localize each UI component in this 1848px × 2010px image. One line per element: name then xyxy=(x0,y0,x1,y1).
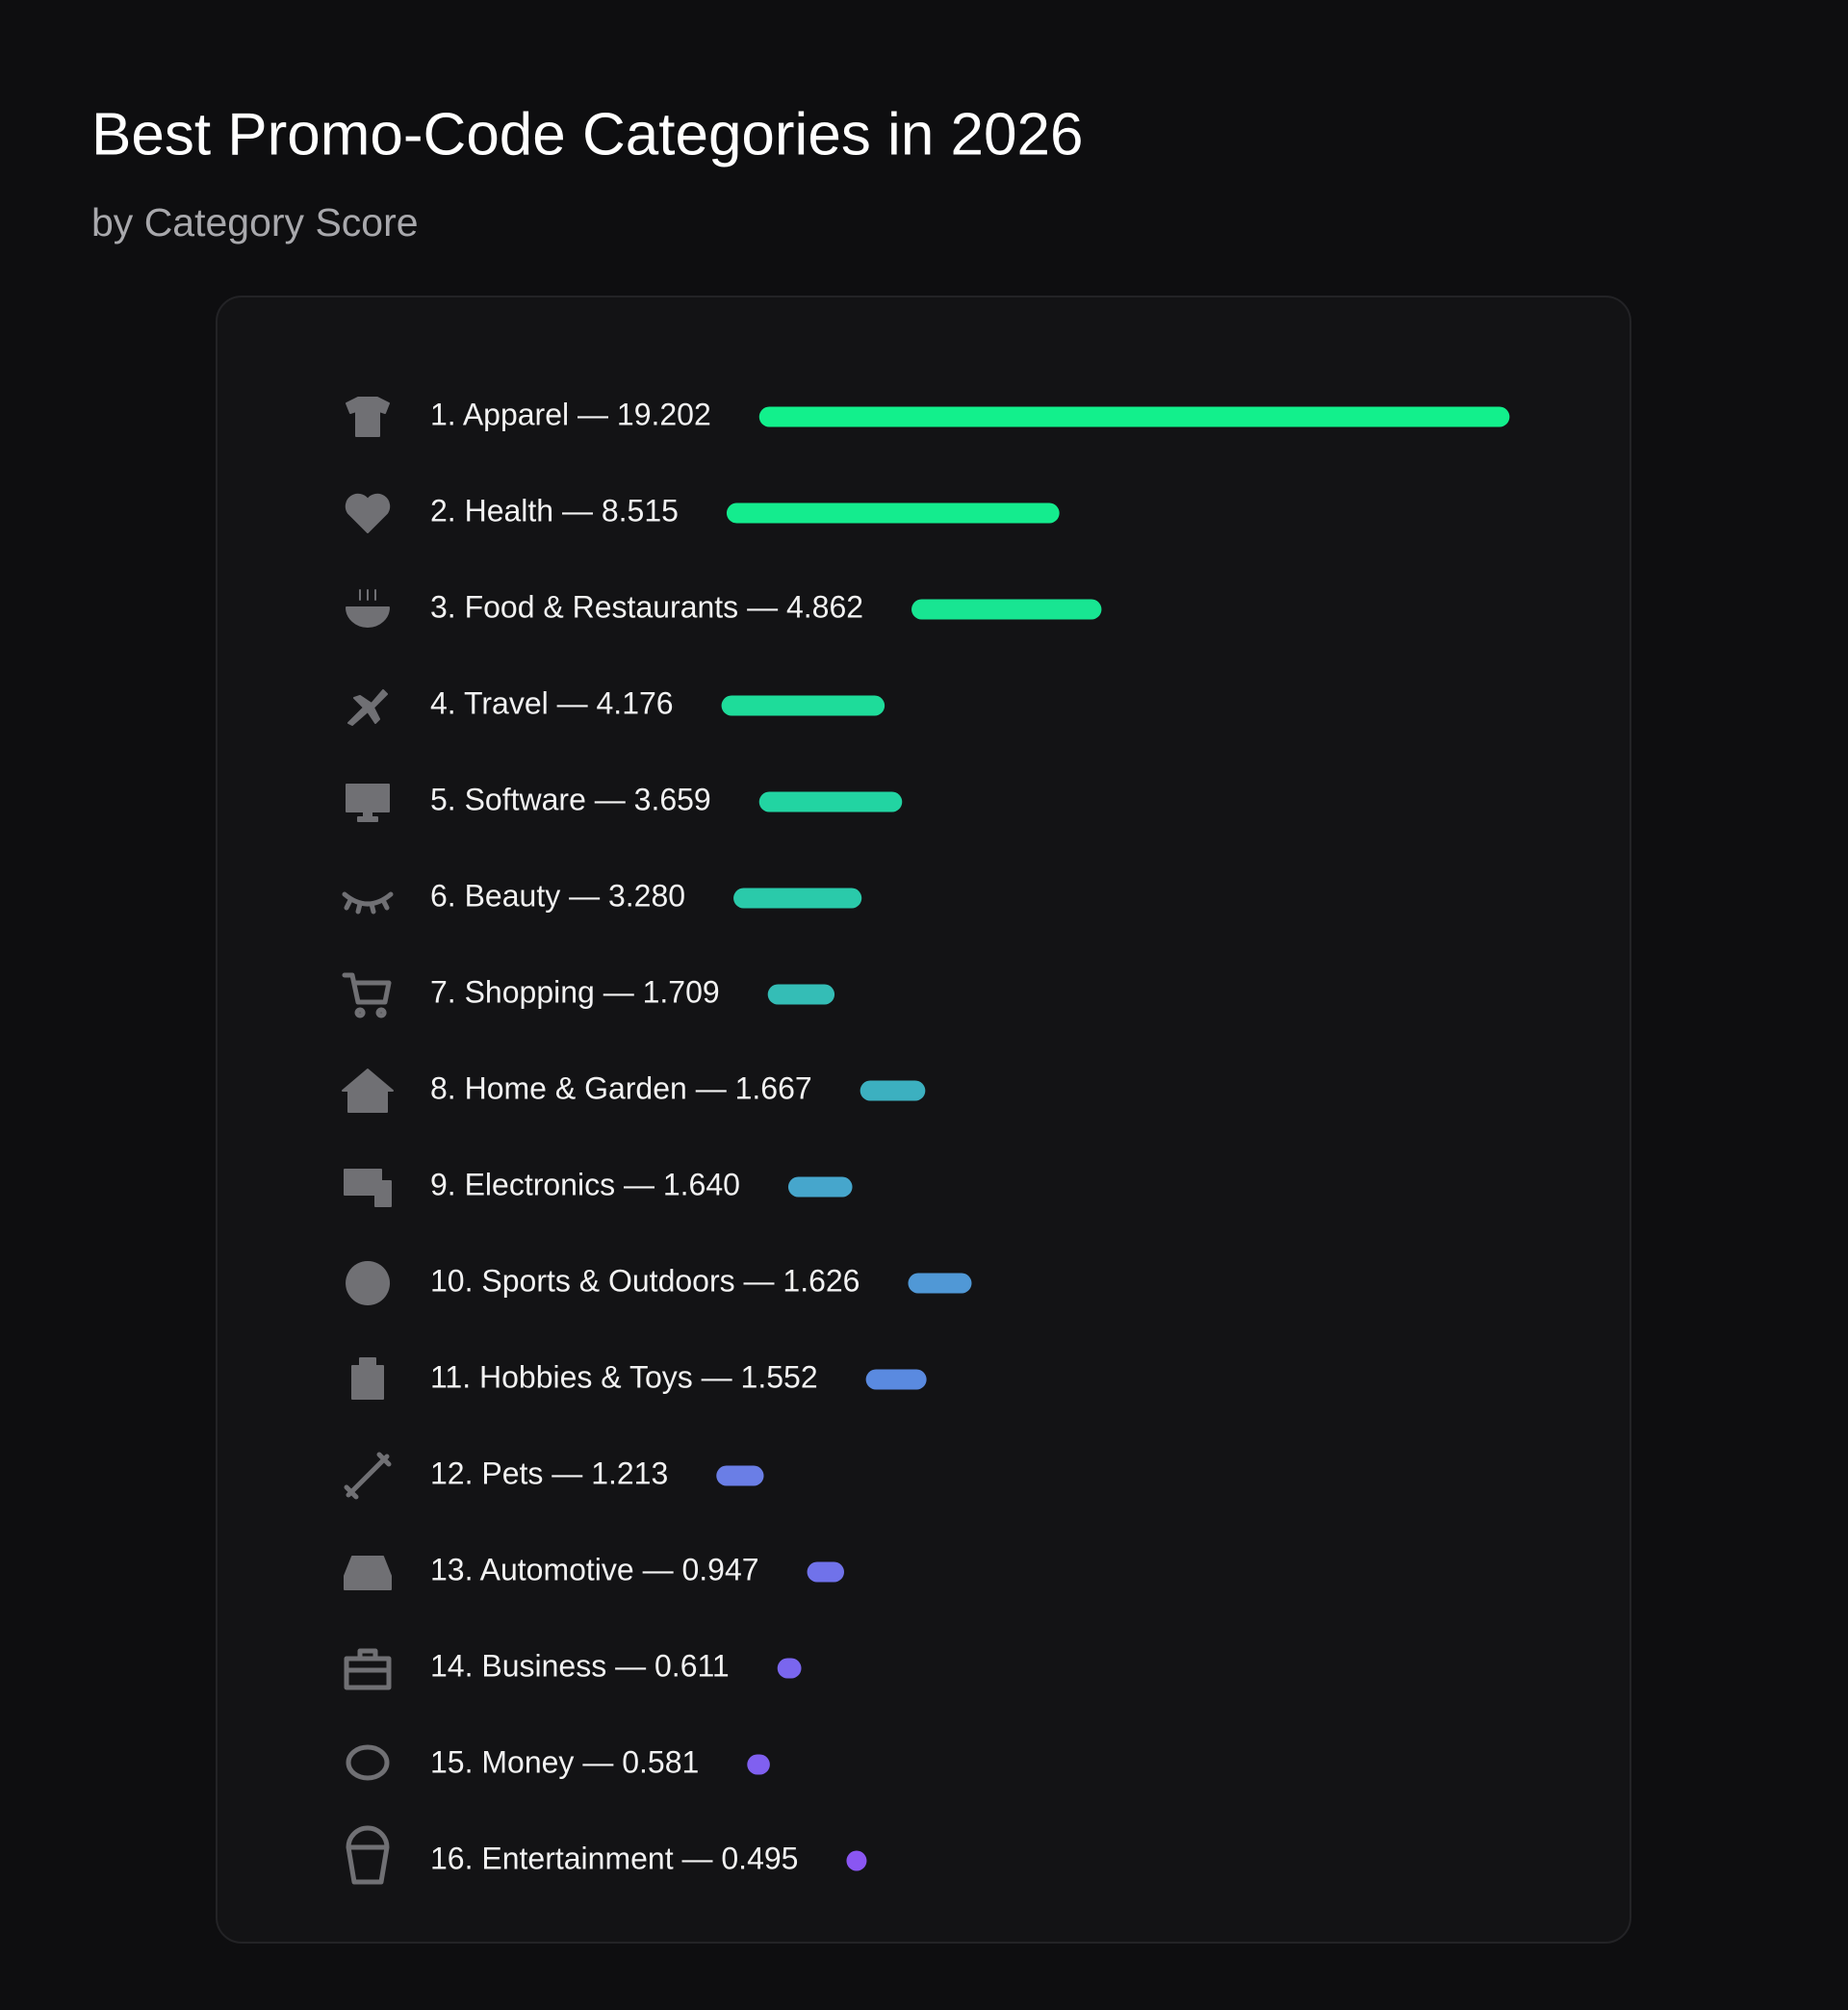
bar xyxy=(807,1561,844,1583)
bar xyxy=(787,1176,853,1198)
bar xyxy=(908,1273,972,1294)
category-label: 14. Business — 0.611 xyxy=(430,1648,730,1683)
bar xyxy=(733,888,862,909)
bar xyxy=(721,695,886,716)
category-label: 4. Travel — 4.176 xyxy=(430,685,674,720)
category-label: 5. Software — 3.659 xyxy=(430,782,711,816)
category-icon xyxy=(346,784,390,822)
bar xyxy=(860,1080,926,1101)
category-icon xyxy=(345,493,391,533)
bar xyxy=(747,1754,770,1775)
category-icon xyxy=(346,1825,390,1885)
category-icon xyxy=(347,689,388,726)
category-label: 13. Automotive — 0.947 xyxy=(430,1552,759,1586)
category-icon xyxy=(344,1556,392,1590)
category-label: 7. Shopping — 1.709 xyxy=(430,974,720,1009)
bar xyxy=(716,1465,764,1486)
bar xyxy=(777,1658,802,1679)
category-icon xyxy=(351,1357,384,1400)
category-icon xyxy=(346,1261,391,1305)
bar xyxy=(846,1850,867,1871)
category-label: 16. Entertainment — 0.495 xyxy=(430,1841,798,1875)
bar xyxy=(911,599,1102,620)
chart-subtitle: by Category Score xyxy=(91,200,419,245)
category-label: 1. Apparel — 19.202 xyxy=(430,397,711,431)
category-icon xyxy=(342,972,392,1018)
category-label: 10. Sports & Outdoors — 1.626 xyxy=(430,1263,860,1298)
category-label: 9. Electronics — 1.640 xyxy=(430,1167,740,1201)
category-icon xyxy=(342,891,394,915)
category-label: 6. Beauty — 3.280 xyxy=(430,878,685,913)
category-icon xyxy=(344,1169,392,1207)
bar xyxy=(767,984,835,1005)
category-label: 3. Food & Restaurants — 4.862 xyxy=(430,589,863,624)
category-icon xyxy=(344,1452,392,1500)
rows: 1. Apparel — 19.202 2. Health — 8.515 3. F… xyxy=(342,397,1510,1885)
bar xyxy=(726,502,1060,524)
category-label: 2. Health — 8.515 xyxy=(430,493,679,528)
bar xyxy=(758,791,903,812)
chart-title: Best Promo-Code Categories in 2026 xyxy=(91,101,1083,168)
category-icon xyxy=(342,1069,394,1113)
category-label: 11. Hobbies & Toys — 1.552 xyxy=(430,1359,818,1394)
category-label: 15. Money — 0.581 xyxy=(430,1744,699,1779)
category-icon xyxy=(346,397,390,437)
bar xyxy=(865,1369,927,1390)
bar xyxy=(758,406,1510,427)
category-label: 8. Home & Garden — 1.667 xyxy=(430,1070,812,1105)
panel xyxy=(216,296,1631,1944)
category-icon xyxy=(344,1648,392,1690)
category-icon xyxy=(346,589,390,628)
category-icon xyxy=(346,1744,390,1781)
category-label: 12. Pets — 1.213 xyxy=(430,1456,668,1490)
